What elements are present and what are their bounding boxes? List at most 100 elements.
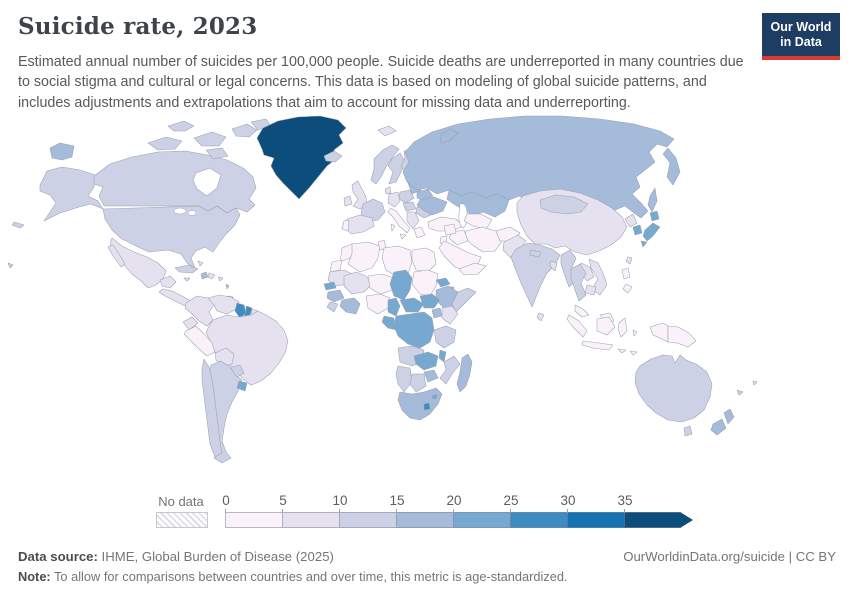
country-puerto-rico[interactable]	[217, 276, 224, 282]
country-bangladesh[interactable]	[549, 260, 558, 272]
country-japan-hokkaido[interactable]	[649, 210, 660, 222]
country-south-africa[interactable]	[397, 387, 443, 421]
country-bahamas[interactable]	[197, 260, 204, 267]
region-new-caledonia[interactable]	[736, 389, 744, 396]
country-mexico-yucatan[interactable]	[159, 275, 177, 289]
region-gabon-congo[interactable]	[381, 315, 397, 331]
country-madagascar[interactable]	[456, 353, 473, 393]
country-germany[interactable]	[387, 191, 401, 208]
region-balkans[interactable]	[406, 211, 420, 230]
country-philippines-luzon[interactable]	[621, 267, 631, 280]
country-japan-honshu[interactable]	[642, 222, 661, 242]
country-haiti[interactable]	[200, 271, 209, 280]
country-canada-arctic-1[interactable]	[147, 136, 183, 151]
country-algeria[interactable]	[347, 241, 381, 273]
country-syria[interactable]	[443, 223, 457, 236]
country-usa-alaska[interactable]	[39, 166, 104, 222]
country-ukraine[interactable]	[416, 196, 448, 216]
country-taiwan[interactable]	[625, 256, 633, 265]
country-mongolia[interactable]	[539, 194, 589, 215]
country-canada-arctic-2[interactable]	[193, 131, 227, 147]
country-indonesia-papua[interactable]	[649, 322, 669, 343]
country-mozambique[interactable]	[439, 355, 461, 385]
country-botswana[interactable]	[409, 373, 427, 393]
country-ecuador[interactable]	[182, 316, 199, 331]
country-mexico-baja[interactable]	[107, 244, 126, 268]
country-drc[interactable]	[393, 311, 435, 349]
country-zimbabwe[interactable]	[423, 369, 439, 383]
country-ireland[interactable]	[343, 195, 353, 207]
country-usa-hawaii[interactable]	[7, 262, 14, 269]
country-kenya[interactable]	[441, 305, 459, 325]
country-india[interactable]	[510, 242, 561, 308]
country-canada[interactable]	[93, 150, 257, 214]
country-papua-new-guinea[interactable]	[667, 325, 697, 348]
country-indonesia-borneo[interactable]	[596, 316, 616, 336]
country-chad[interactable]	[389, 269, 413, 301]
country-jamaica[interactable]	[183, 277, 191, 282]
country-indonesia-moluccas[interactable]	[632, 329, 638, 337]
country-italy-sardinia[interactable]	[390, 223, 396, 232]
country-usa-aleutians[interactable]	[11, 221, 25, 229]
country-guinea[interactable]	[326, 289, 345, 303]
country-canada-arctic-6[interactable]	[167, 120, 195, 132]
legend-bin-20[interactable]: 20	[446, 493, 510, 528]
country-guyana[interactable]	[234, 302, 247, 319]
country-indonesia-lesser-sunda[interactable]	[617, 348, 638, 356]
country-philippines-mindanao[interactable]	[622, 283, 633, 294]
country-somalia[interactable]	[451, 287, 477, 313]
country-greece[interactable]	[413, 226, 426, 239]
country-peru[interactable]	[183, 325, 216, 357]
country-sudan[interactable]	[411, 269, 439, 297]
country-italy[interactable]	[387, 207, 411, 234]
country-norway[interactable]	[370, 144, 400, 185]
legend-no-data-swatch[interactable]	[156, 512, 208, 528]
country-cameroon[interactable]	[387, 297, 401, 317]
country-indonesia-sumatra[interactable]	[566, 314, 588, 338]
country-vietnam[interactable]	[588, 258, 608, 296]
country-eritrea[interactable]	[435, 277, 451, 288]
country-australia[interactable]	[634, 354, 713, 423]
region-ivory-coast-ghana[interactable]	[339, 297, 361, 315]
country-nigeria[interactable]	[365, 293, 391, 315]
country-italy-sicily[interactable]	[399, 233, 407, 240]
legend-bin-15[interactable]: 15	[389, 493, 453, 528]
country-malawi[interactable]	[438, 349, 447, 363]
region-central-asia[interactable]	[463, 213, 493, 230]
country-denmark[interactable]	[384, 186, 392, 195]
country-australia-tasmania[interactable]	[683, 425, 693, 437]
country-south-korea[interactable]	[632, 224, 643, 236]
country-sri-lanka[interactable]	[536, 312, 545, 322]
country-fiji[interactable]	[752, 380, 758, 386]
legend-bin-10[interactable]: 10	[332, 493, 396, 528]
country-dominican-republic[interactable]	[207, 272, 216, 280]
country-new-zealand-south[interactable]	[710, 418, 727, 436]
country-indonesia-sulawesi[interactable]	[617, 317, 628, 338]
legend-bin-25[interactable]: 25	[503, 493, 567, 528]
country-iceland[interactable]	[323, 150, 343, 163]
country-north-korea[interactable]	[624, 213, 638, 228]
country-sweden[interactable]	[387, 152, 406, 185]
country-russia-kamchatka[interactable]	[662, 147, 681, 186]
country-nepal[interactable]	[529, 249, 542, 258]
country-uruguay[interactable]	[236, 380, 248, 392]
country-usa[interactable]	[102, 205, 241, 269]
country-eswatini[interactable]	[431, 394, 438, 400]
country-tanzania[interactable]	[433, 325, 457, 349]
country-central-african-republic[interactable]	[399, 297, 425, 313]
country-namibia[interactable]	[395, 365, 413, 393]
country-lesotho[interactable]	[423, 402, 431, 411]
country-portugal[interactable]	[341, 219, 350, 232]
legend-bin-5[interactable]: 5	[279, 493, 339, 528]
country-south-sudan[interactable]	[419, 293, 441, 309]
legend-bin-35[interactable]: 35	[617, 493, 681, 528]
country-senegal[interactable]	[323, 281, 337, 291]
country-cuba[interactable]	[174, 264, 199, 274]
country-kazakhstan[interactable]	[446, 189, 510, 218]
country-russia-sakhalin[interactable]	[647, 187, 658, 213]
legend-bin-30[interactable]: 30	[560, 493, 624, 528]
country-indonesia-java[interactable]	[581, 340, 614, 351]
country-canada-arctic-5[interactable]	[205, 147, 229, 160]
footer-link[interactable]: OurWorldinData.org/suicide | CC BY	[623, 549, 836, 564]
country-thailand[interactable]	[570, 263, 587, 302]
